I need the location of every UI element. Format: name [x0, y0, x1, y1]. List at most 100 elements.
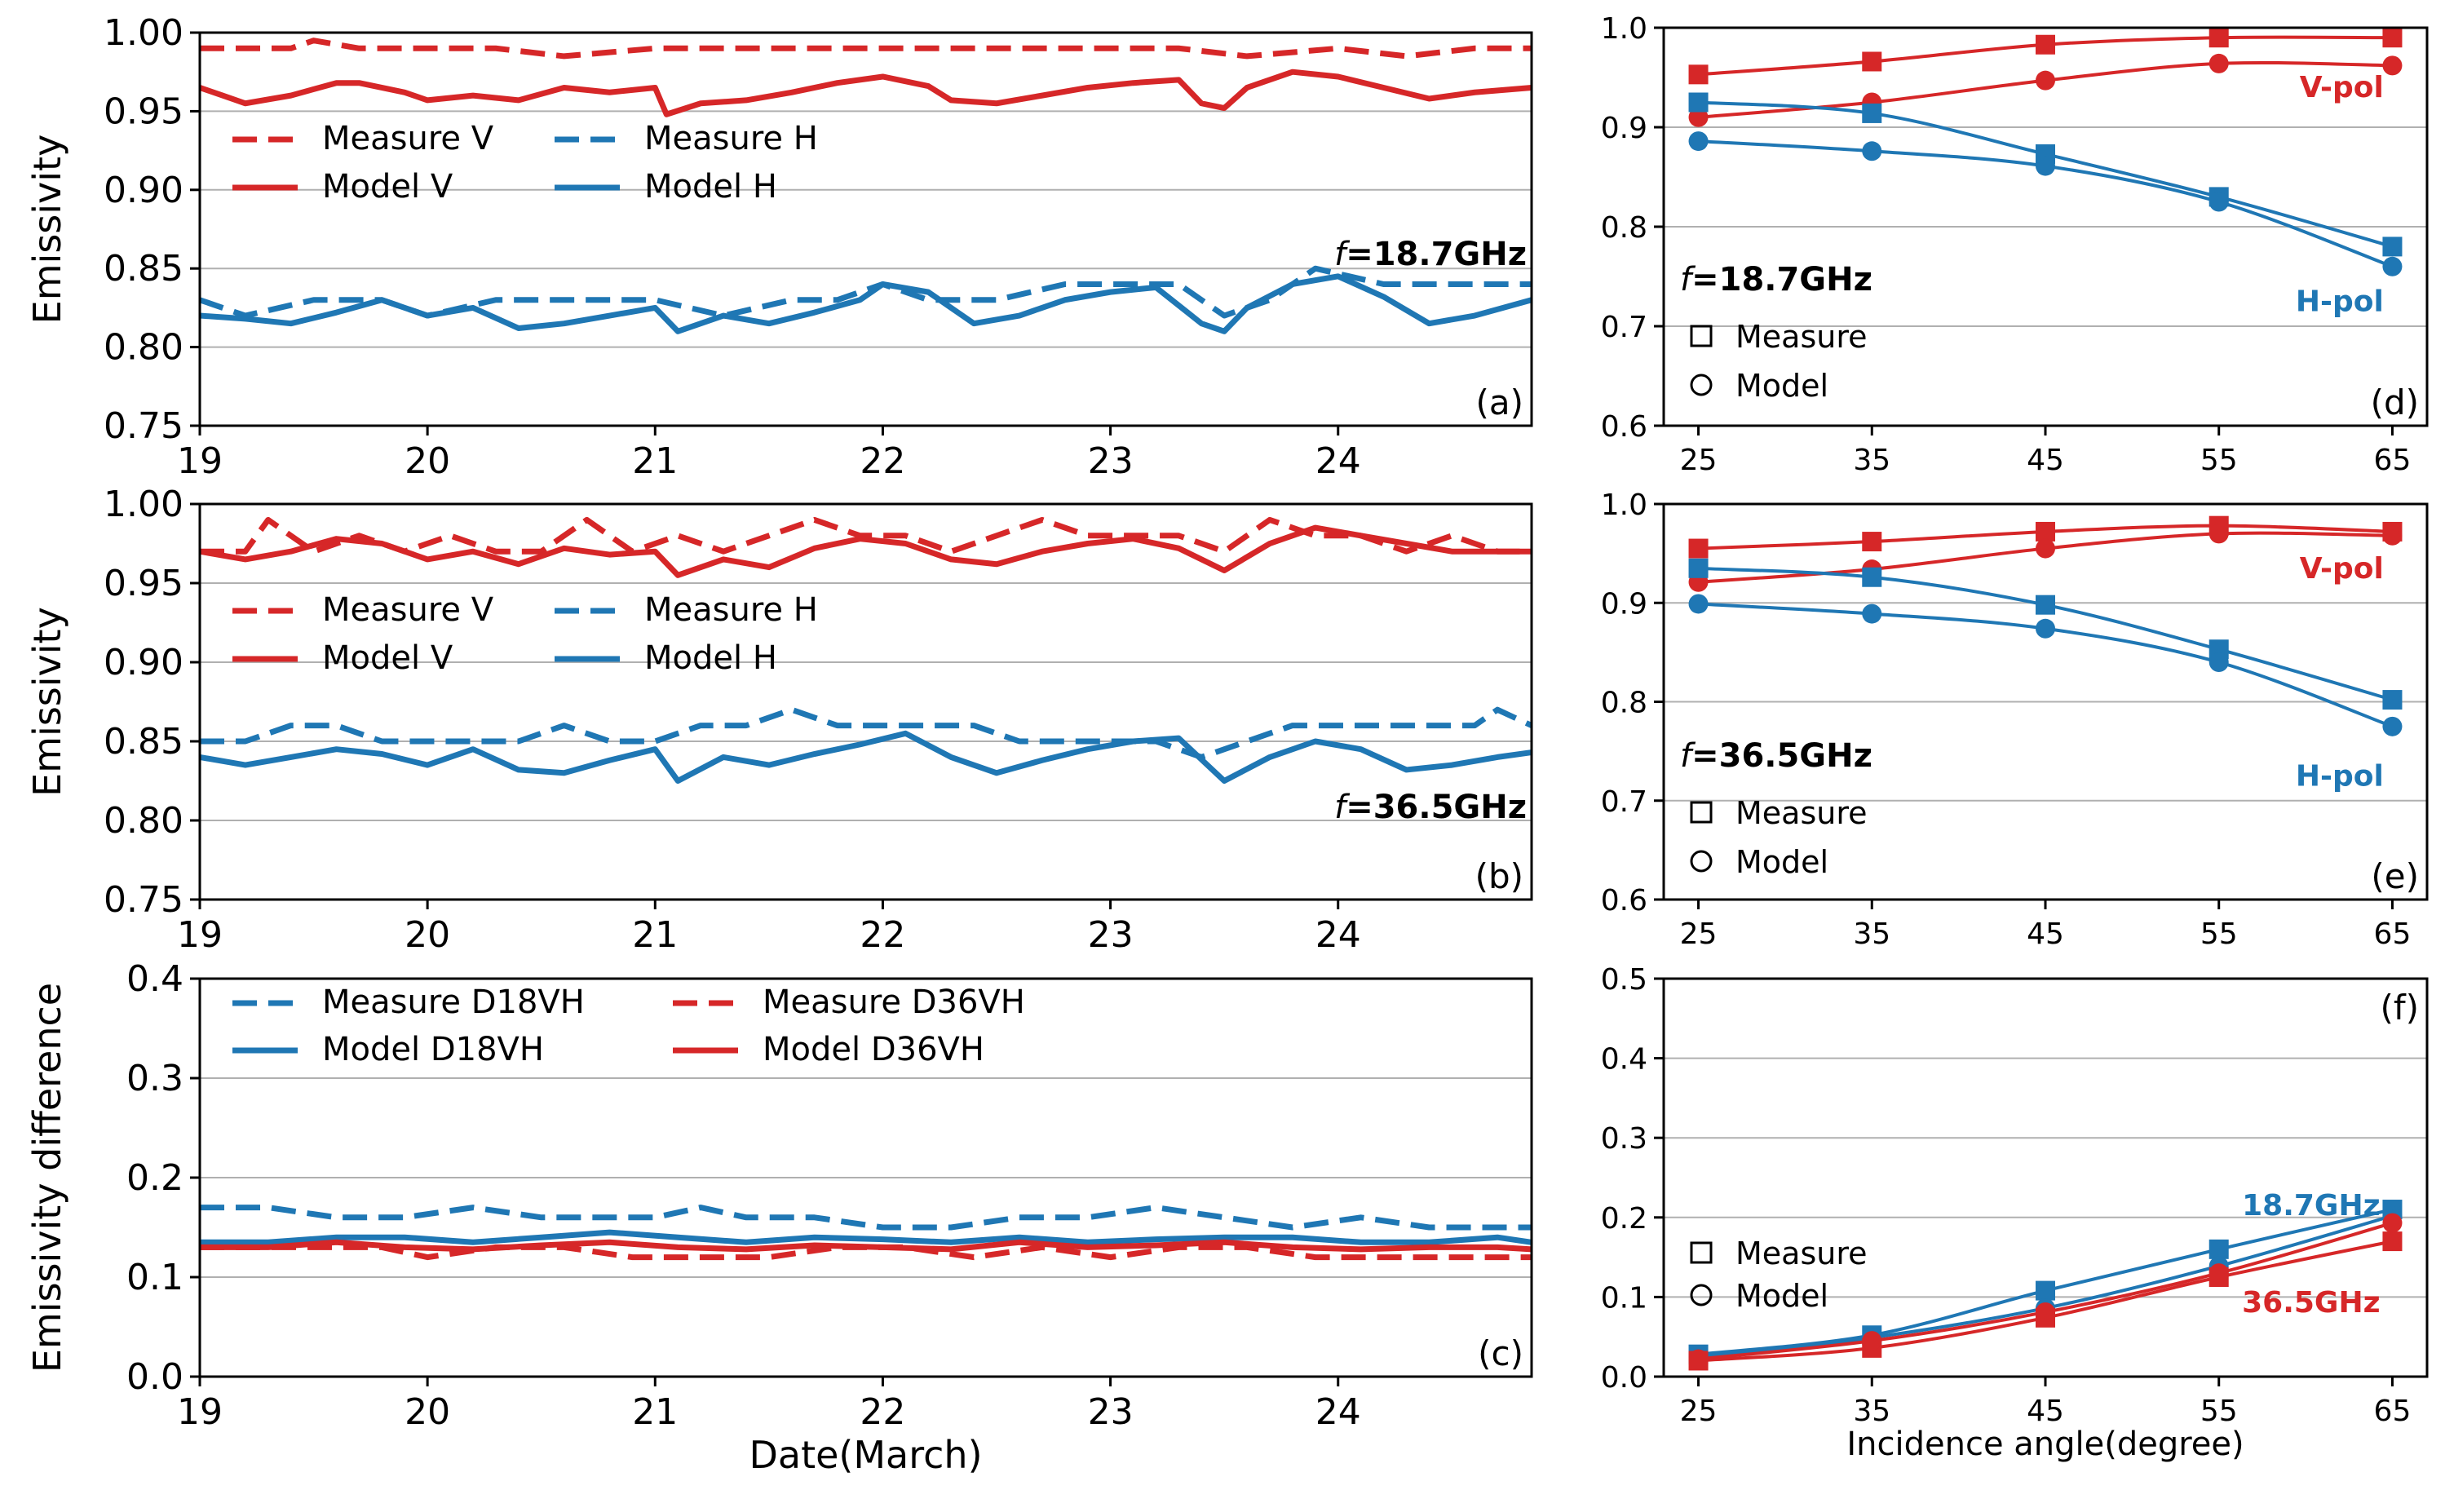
tick-label-y: 0.2	[126, 1157, 183, 1199]
frequency-annotation: f=36.5GHz	[1680, 737, 1872, 775]
series-line	[200, 706, 1533, 760]
tick-label-x: 25	[1680, 1395, 1718, 1428]
data-point-square	[2382, 1231, 2403, 1252]
curve-label: H-pol	[2296, 285, 2384, 319]
tick-label-x: 20	[405, 440, 450, 482]
data-point-square	[1862, 103, 1882, 123]
tick-label-x: 45	[2027, 444, 2064, 477]
data-point-square	[2208, 28, 2229, 48]
tick-label-y: 0.2	[1601, 1202, 1647, 1236]
tick-label-y: 0.8	[1601, 211, 1647, 245]
data-point-circle	[2382, 716, 2403, 736]
legend-label: Model V	[322, 639, 453, 677]
legend-marker-circle	[1690, 1284, 1713, 1306]
tick-label-x: 45	[2027, 1395, 2064, 1428]
legend-marker-square	[1690, 801, 1713, 824]
tick-label-y: 0.6	[1601, 884, 1647, 917]
legend-label: Measure V	[322, 591, 494, 629]
legend-label: Model H	[644, 168, 777, 206]
series-line	[200, 1229, 1532, 1245]
data-point-circle	[2382, 1213, 2403, 1233]
series-line	[199, 524, 1532, 578]
tick-label-x: 24	[1315, 440, 1361, 482]
frequency-annotation: f=36.5GHz	[1334, 789, 1527, 826]
tick-label-x: 35	[1853, 444, 1890, 477]
tick-label-x: 23	[1088, 440, 1134, 482]
tick-label-x: 20	[405, 1391, 450, 1433]
tick-label-x: 21	[632, 1391, 678, 1433]
tick-label-y: 0.5	[1601, 963, 1647, 997]
tick-label-y: 0.1	[1601, 1281, 1647, 1315]
data-point-square	[1688, 558, 1709, 578]
curve-label: V-pol	[2300, 71, 2384, 104]
series-line	[200, 38, 1532, 60]
panel-a: 0.75 0.80 0.85 0.90 0.95 1.00 19 20 21 22 23 24 Emis…	[25, 12, 1533, 482]
data-point-circle	[2208, 652, 2229, 672]
data-point-circle	[2036, 538, 2055, 559]
tick-label-y: 0.85	[104, 248, 183, 290]
panel-c: 0.0 0.1 0.2 0.3 0.4 19 20 21 22 23 24 Emissivity di…	[25, 958, 1533, 1477]
data-point-circle	[1688, 1349, 1709, 1369]
tick-label-x: 24	[1315, 914, 1361, 956]
tick-label-x: 21	[632, 914, 678, 956]
data-point-square	[2036, 34, 2055, 55]
data-point-circle	[2036, 70, 2055, 91]
tick-label-y: 1.00	[104, 12, 183, 54]
tick-label-y: 0.3	[1601, 1122, 1647, 1156]
legend-label: Measure H	[644, 120, 818, 157]
tick-label-x: 19	[177, 1391, 223, 1433]
curve-label: 18.7GHz	[2242, 1189, 2380, 1222]
tick-label-y: 0.85	[104, 721, 183, 763]
legend-marker-square	[1690, 1241, 1713, 1264]
y-axis-label: Emissivity	[25, 135, 69, 325]
tick-label-y: 0.7	[1601, 785, 1647, 819]
tick-label-y: 0.95	[104, 563, 183, 604]
tick-label-y: 0.0	[1601, 1361, 1647, 1395]
legend-label: Model	[1735, 1278, 1828, 1314]
tick-label-y: 0.75	[104, 879, 183, 921]
data-point-square	[2382, 237, 2403, 257]
tick-label-y: 0.75	[104, 405, 183, 447]
panel-label: (f)	[2380, 988, 2419, 1028]
data-point-circle	[1862, 1331, 1882, 1351]
tick-label-x: 35	[1853, 917, 1890, 951]
frequency-value: =36.5GHz	[1346, 789, 1527, 826]
frequency-annotation: f=18.7GHz	[1680, 261, 1872, 298]
data-point-circle	[2208, 1263, 2229, 1284]
legend-label: Model	[1735, 844, 1828, 880]
frequency-value: =36.5GHz	[1691, 737, 1872, 775]
x-axis-label: Incidence angle(degree)	[1846, 1426, 2244, 1463]
frequency-value: =18.7GHz	[1346, 236, 1527, 273]
data-point-square	[2382, 28, 2403, 48]
x-axis-label: Date(March)	[749, 1433, 982, 1477]
data-point-circle	[2036, 1302, 2055, 1322]
tick-label-y: 1.0	[1601, 12, 1647, 46]
tick-label-x: 19	[177, 440, 223, 482]
tick-label-x: 25	[1680, 444, 1718, 477]
data-point-circle	[2382, 525, 2403, 546]
data-point-circle	[2036, 156, 2055, 176]
tick-label-y: 0.90	[104, 170, 183, 211]
data-point-square	[1688, 92, 1709, 113]
data-point-square	[1688, 64, 1709, 85]
tick-label-x: 22	[860, 914, 905, 956]
tick-label-x: 22	[860, 1391, 905, 1433]
data-point-circle	[2382, 55, 2403, 76]
tick-label-y: 0.1	[126, 1257, 183, 1298]
y-axis-label: Emissivity difference	[25, 983, 69, 1373]
tick-label-y: 0.90	[104, 642, 183, 683]
legend-marker-circle	[1690, 850, 1713, 873]
tick-label-y: 0.7	[1601, 311, 1647, 344]
legend-label: Measure	[1735, 795, 1868, 831]
data-point-circle	[2208, 53, 2229, 73]
data-point-square	[2036, 595, 2055, 615]
data-point-circle	[1688, 131, 1709, 152]
tick-label-x: 65	[2374, 444, 2412, 477]
tick-label-y: 0.4	[126, 958, 183, 1000]
data-point-circle	[1688, 594, 1709, 614]
legend-label: Model D18VH	[322, 1031, 544, 1068]
tick-label-x: 20	[405, 914, 450, 956]
tick-label-y: 0.80	[104, 800, 183, 842]
curve-label: 36.5GHz	[2242, 1286, 2380, 1320]
